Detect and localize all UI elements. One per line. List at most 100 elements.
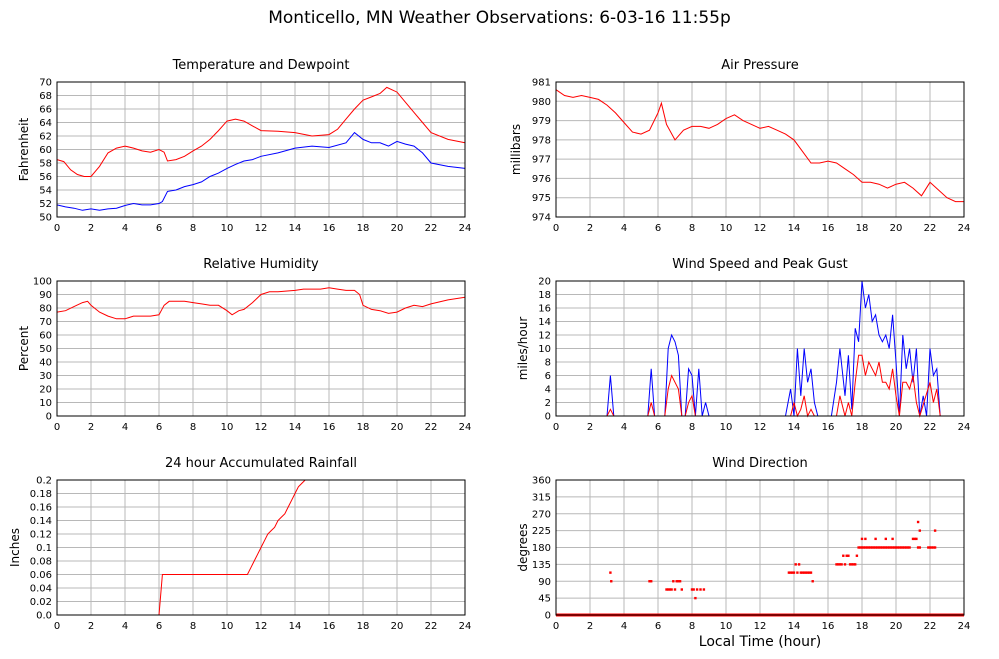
y-tick-label: 40 xyxy=(39,358,52,369)
data-point xyxy=(896,546,899,549)
data-point xyxy=(867,546,870,549)
data-point xyxy=(796,571,799,574)
x-tick-label: 6 xyxy=(655,621,661,632)
y-tick-label: 50 xyxy=(39,213,52,224)
x-tick-label: 16 xyxy=(323,223,336,234)
data-point xyxy=(859,546,862,549)
x-tick-label: 8 xyxy=(689,223,695,234)
x-tick-label: 0 xyxy=(553,621,559,632)
x-tick-label: 8 xyxy=(689,422,695,433)
x-tick-label: 22 xyxy=(924,621,937,632)
data-point xyxy=(860,537,864,541)
data-point xyxy=(609,571,612,574)
y-tick-label: 0.04 xyxy=(30,584,52,595)
data-point xyxy=(894,546,898,549)
x-tick-label: 16 xyxy=(822,223,835,234)
x-tick-label: 24 xyxy=(958,621,971,632)
y-tick-label: 225 xyxy=(532,526,551,537)
x-tick-label: 2 xyxy=(88,223,94,234)
series-line-0 xyxy=(555,89,964,203)
chart-title: Relative Humidity xyxy=(203,257,319,272)
data-point xyxy=(888,546,891,549)
y-tick-label: 6 xyxy=(545,371,551,382)
plot-frame xyxy=(56,81,466,218)
y-axis-label: degrees xyxy=(516,523,530,571)
series-line-0 xyxy=(56,86,466,177)
data-point xyxy=(808,571,811,574)
x-tick-label: 6 xyxy=(156,422,162,433)
x-tick-label: 0 xyxy=(54,422,60,433)
data-point xyxy=(901,546,904,549)
data-point xyxy=(882,546,886,549)
data-point xyxy=(837,563,840,566)
y-tick-label: 56 xyxy=(39,172,52,183)
data-point xyxy=(840,563,843,566)
x-tick-label: 18 xyxy=(856,422,869,433)
data-point xyxy=(905,546,908,549)
data-point xyxy=(918,546,921,549)
y-tick-label: 0.12 xyxy=(30,530,52,541)
y-tick-label: 70 xyxy=(39,78,52,89)
x-tick-label: 16 xyxy=(323,621,336,632)
series-line-1 xyxy=(56,131,466,211)
x-tick-label: 18 xyxy=(357,223,370,234)
y-tick-label: 54 xyxy=(39,186,52,197)
data-point xyxy=(811,580,814,583)
data-point xyxy=(911,537,915,541)
x-tick-label: 0 xyxy=(553,422,559,433)
data-point xyxy=(809,571,813,574)
data-point xyxy=(854,563,857,566)
x-tick-label: 4 xyxy=(621,223,627,234)
x-tick-label: 2 xyxy=(88,422,94,433)
x-tick-label: 20 xyxy=(391,223,404,234)
plot-frame xyxy=(555,280,965,417)
data-point xyxy=(869,546,872,549)
data-point xyxy=(792,571,796,574)
y-tick-label: 315 xyxy=(532,492,551,503)
x-axis-label: Local Time (hour) xyxy=(698,634,822,650)
y-tick-label: 978 xyxy=(532,135,551,146)
data-point xyxy=(871,546,874,549)
data-point xyxy=(797,563,801,566)
data-point xyxy=(855,554,859,557)
chart-title: Wind Speed and Peak Gust xyxy=(672,257,847,272)
x-tick-label: 18 xyxy=(856,621,869,632)
x-tick-label: 22 xyxy=(425,223,438,234)
y-tick-label: 62 xyxy=(39,132,52,143)
x-tick-label: 4 xyxy=(122,422,128,433)
y-tick-label: 135 xyxy=(532,560,551,571)
x-tick-label: 24 xyxy=(459,621,472,632)
y-tick-label: 60 xyxy=(39,145,52,156)
x-tick-label: 8 xyxy=(190,223,196,234)
y-tick-label: 975 xyxy=(532,193,551,204)
data-point xyxy=(675,580,678,583)
data-point xyxy=(801,571,804,574)
y-tick-label: 0.1 xyxy=(36,543,52,554)
x-tick-label: 20 xyxy=(391,621,404,632)
x-tick-label: 14 xyxy=(289,223,302,234)
data-point xyxy=(789,571,792,574)
y-tick-label: 977 xyxy=(532,155,551,166)
data-point xyxy=(915,537,918,541)
x-tick-label: 12 xyxy=(754,621,767,632)
x-tick-label: 6 xyxy=(156,621,162,632)
x-tick-label: 4 xyxy=(621,621,627,632)
data-point xyxy=(838,563,842,566)
data-point xyxy=(884,546,887,549)
data-point xyxy=(893,546,896,549)
data-point xyxy=(610,580,613,583)
data-point xyxy=(847,554,850,557)
data-point xyxy=(678,580,682,583)
x-tick-label: 14 xyxy=(788,422,801,433)
chart-title: Temperature and Dewpoint xyxy=(172,58,350,73)
x-tick-label: 10 xyxy=(720,621,733,632)
data-point xyxy=(899,546,903,549)
y-tick-label: 0.02 xyxy=(30,597,52,608)
series-line-0 xyxy=(56,287,466,320)
y-tick-label: 8 xyxy=(545,358,551,369)
x-tick-label: 0 xyxy=(54,223,60,234)
x-tick-label: 2 xyxy=(587,621,593,632)
